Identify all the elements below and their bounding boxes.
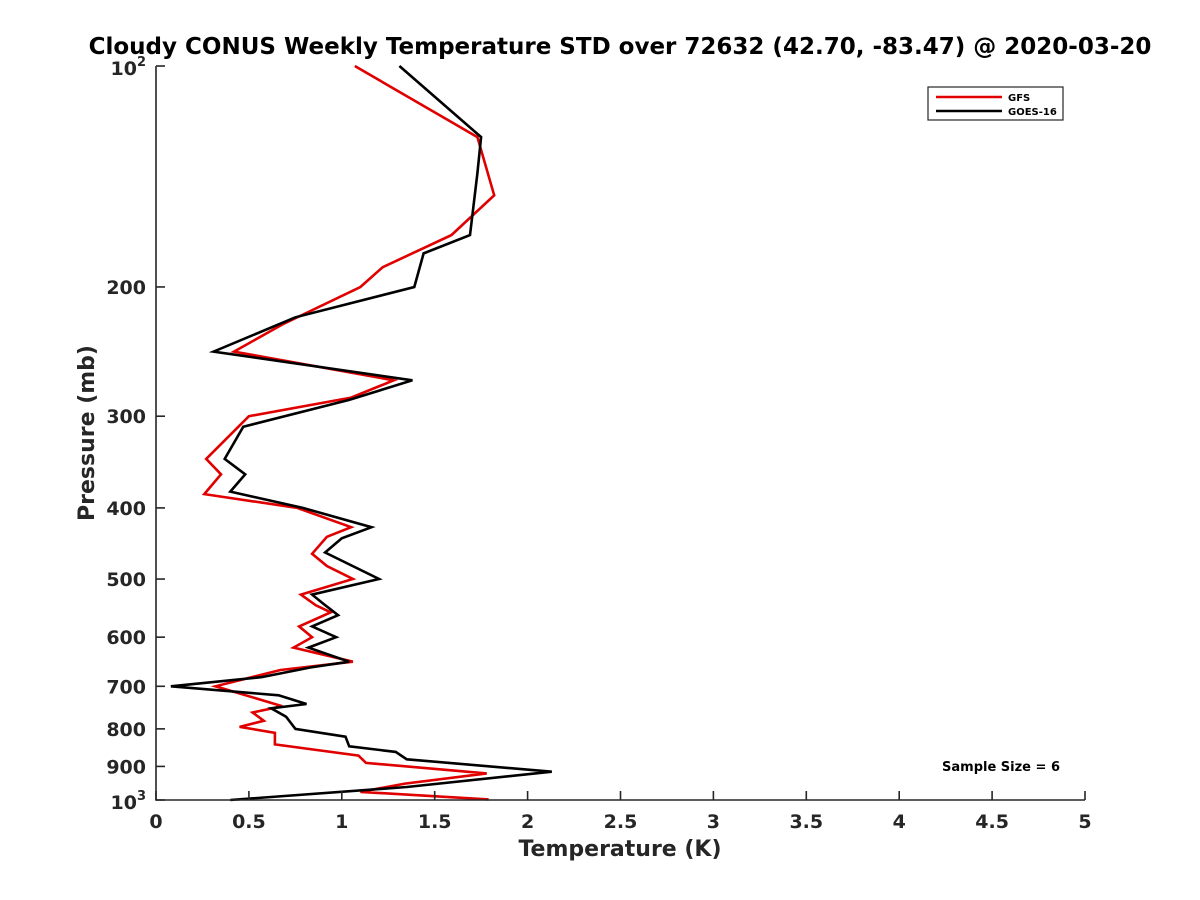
legend-label-goes16: GOES-16 [1008, 107, 1057, 118]
legend-label-gfs: GFS [1008, 93, 1030, 104]
plot-area: 0 0.5 1 1.5 2 2.5 3 3.5 4 4.5 5 102 200 300 400 500 600… [106, 55, 1091, 833]
x-tick-label: 1.5 [418, 811, 452, 833]
x-tick-label: 3 [707, 811, 720, 833]
x-tick-label: 4.5 [975, 811, 1009, 833]
y-tick-label: 600 [106, 627, 146, 649]
x-tick-label: 5 [1078, 811, 1091, 833]
legend-box [927, 86, 1064, 121]
y-axis-ticks: 102 200 300 400 500 600 700 800 900 103 [106, 55, 165, 814]
series-line-1 [170, 65, 552, 802]
axes-frame [155, 66, 1085, 801]
y-tick-label: 102 [111, 55, 147, 80]
x-tick-label: 1 [335, 811, 348, 833]
sample-size-annotation: Sample Size = 6 [942, 760, 1060, 775]
series-line-0 [201, 64, 496, 801]
x-tick-label: 3.5 [789, 811, 823, 833]
y-tick-label: 700 [106, 676, 146, 698]
x-tick-label: 2.5 [604, 811, 638, 833]
x-tick-label: 0.5 [232, 811, 266, 833]
y-tick-label: 800 [106, 719, 146, 741]
x-tick-label: 0 [149, 811, 162, 833]
x-axis-label: Temperature (K) [518, 837, 721, 862]
series-layer [170, 64, 552, 802]
x-axis-ticks: 0 0.5 1 1.5 2 2.5 3 3.5 4 4.5 5 [149, 791, 1092, 833]
y-tick-label: 300 [106, 406, 146, 428]
y-tick-label: 400 [106, 498, 146, 520]
y-axis-label: Pressure (mb) [75, 345, 100, 521]
x-tick-label: 2 [521, 811, 534, 833]
y-tick-label: 900 [106, 756, 146, 778]
legend: GFS GOES-16 [927, 86, 1064, 121]
y-tick-label: 500 [106, 569, 146, 591]
chart-title: Cloudy CONUS Weekly Temperature STD over… [89, 34, 1152, 60]
x-tick-label: 4 [893, 811, 906, 833]
y-tick-label: 200 [106, 277, 146, 299]
y-tick-label: 103 [111, 789, 147, 814]
